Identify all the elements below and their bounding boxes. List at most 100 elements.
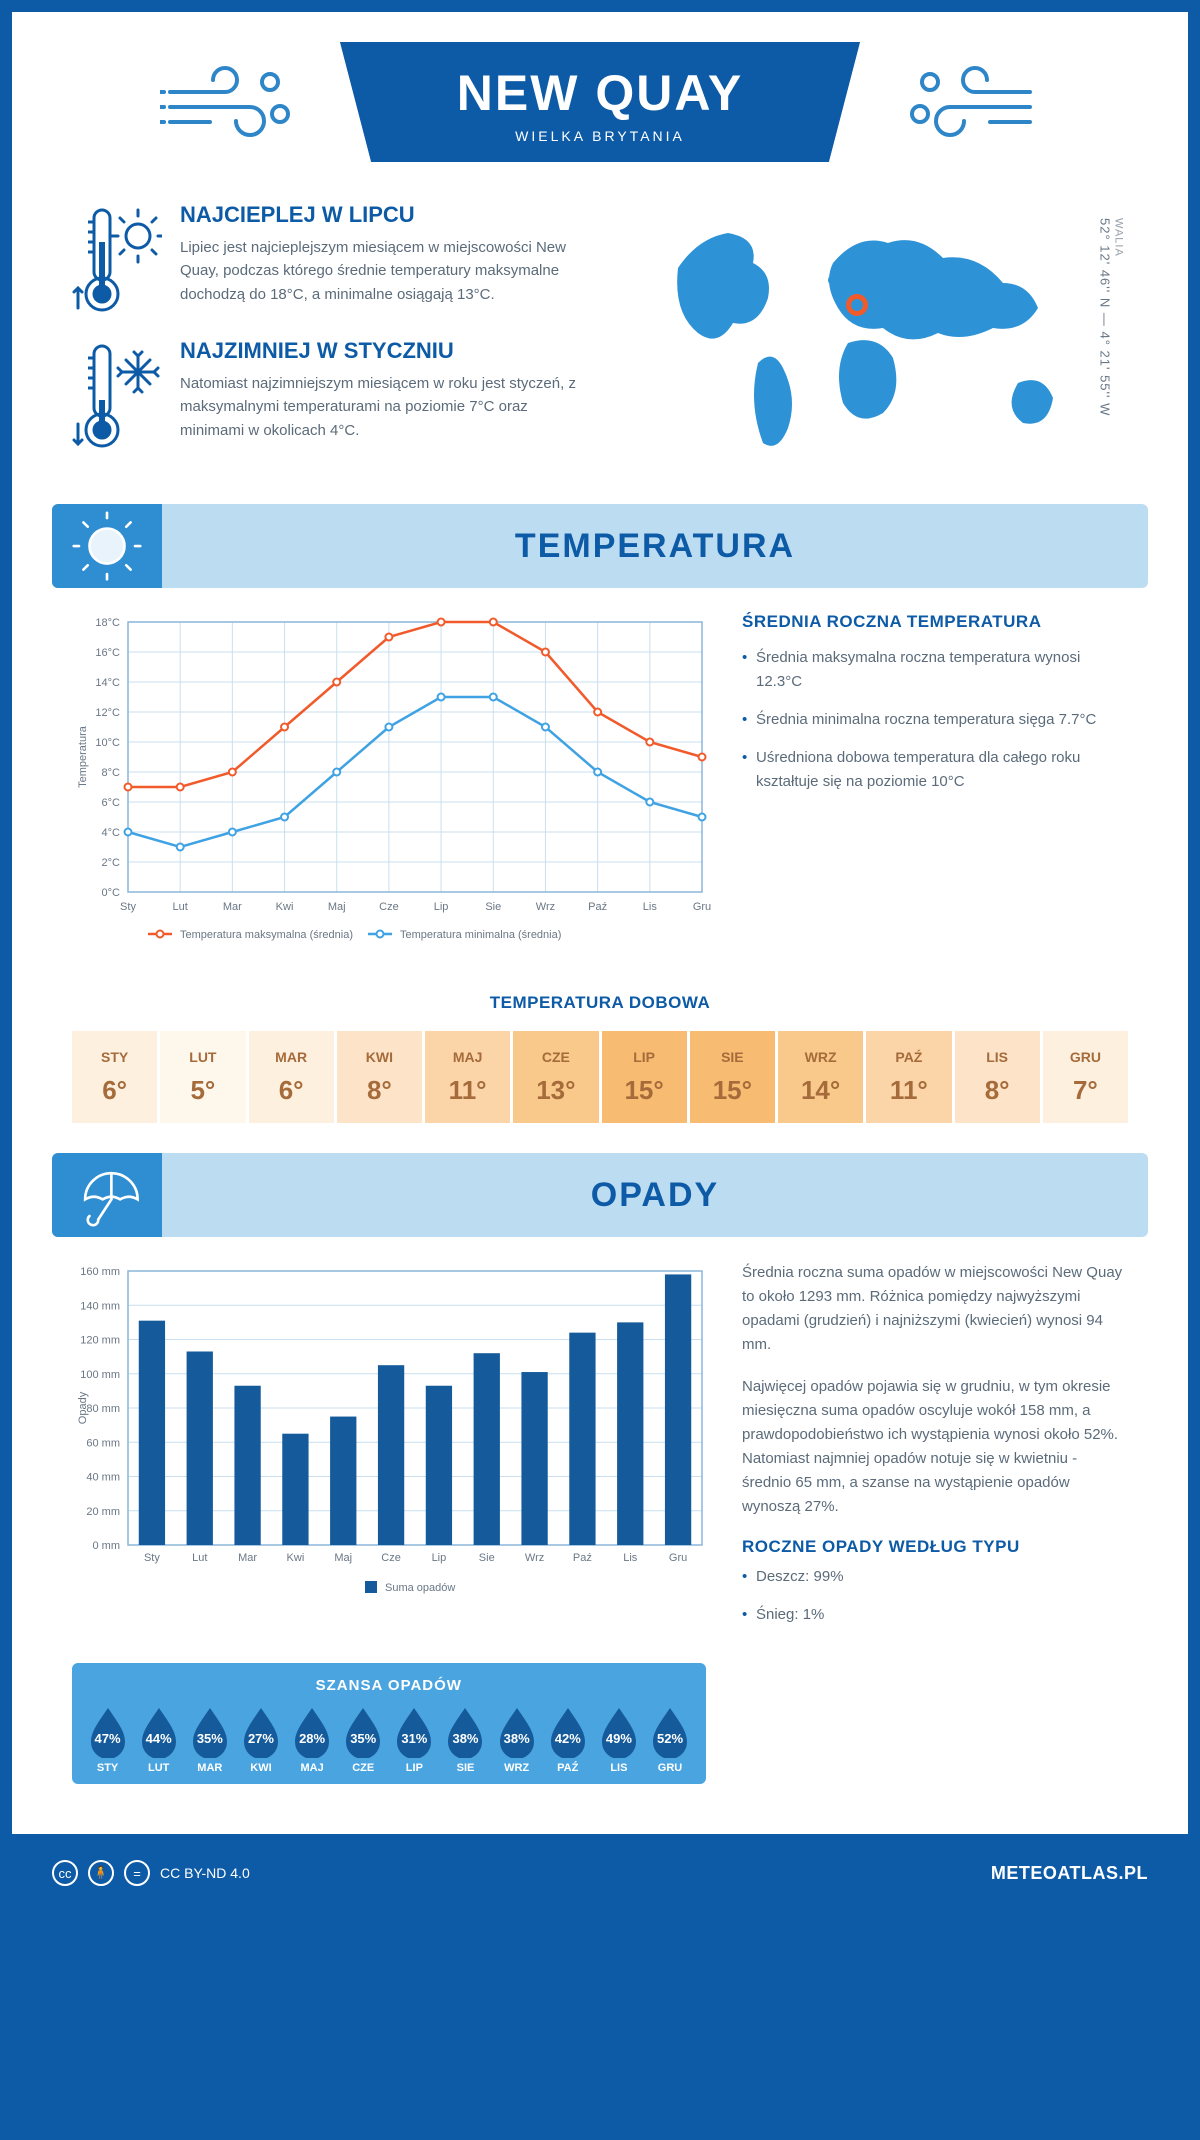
temp-summary-title: ŚREDNIA ROCZNA TEMPERATURA: [742, 612, 1128, 632]
page: NEW QUAY WIELKA BRYTANIA: [12, 12, 1188, 1834]
precip-bytype-title: ROCZNE OPADY WEDŁUG TYPU: [742, 1537, 1128, 1557]
daily-cell: GRU7°: [1043, 1031, 1128, 1123]
city-title: NEW QUAY: [370, 64, 830, 122]
world-map-panel: WALIA 52° 12' 46'' N — 4° 21' 55'' W: [609, 202, 1128, 474]
svg-text:0°C: 0°C: [102, 887, 121, 899]
temp-summary-item: Średnia minimalna roczna temperatura się…: [742, 708, 1128, 732]
svg-text:Lis: Lis: [643, 901, 658, 913]
svg-text:100 mm: 100 mm: [80, 1369, 120, 1381]
warmest-title: NAJCIEPLEJ W LIPCU: [180, 202, 579, 228]
svg-text:4°C: 4°C: [102, 827, 121, 839]
precip-para1: Średnia roczna suma opadów w miejscowośc…: [742, 1261, 1128, 1357]
svg-text:Paź: Paź: [588, 901, 607, 913]
precip-text: Średnia roczna suma opadów w miejscowośc…: [742, 1261, 1128, 1641]
svg-text:Lut: Lut: [192, 1552, 207, 1564]
world-map: WALIA 52° 12' 46'' N — 4° 21' 55'' W: [648, 208, 1088, 468]
daily-cell: STY6°: [72, 1031, 157, 1123]
daily-cell: CZE13°: [513, 1031, 598, 1123]
svg-text:Lis: Lis: [623, 1552, 638, 1564]
chance-drop: 35%CZE: [340, 1704, 387, 1774]
daily-temp-grid: STY6°LUT5°MAR6°KWI8°MAJ11°CZE13°LIP15°SI…: [72, 1031, 1128, 1123]
svg-text:12°C: 12°C: [95, 707, 120, 719]
daily-cell: LUT5°: [160, 1031, 245, 1123]
svg-text:Gru: Gru: [693, 901, 711, 913]
daily-cell: PAŹ11°: [866, 1031, 951, 1123]
sun-icon: [52, 504, 162, 588]
chance-drop: 35%MAR: [186, 1704, 233, 1774]
svg-text:Sie: Sie: [485, 901, 501, 913]
nd-icon: =: [124, 1860, 150, 1886]
daily-cell: MAR6°: [249, 1031, 334, 1123]
svg-text:120 mm: 120 mm: [80, 1335, 120, 1347]
chance-drop: 42%PAŹ: [544, 1704, 591, 1774]
coldest-body: Natomiast najzimniejszym miesiącem w rok…: [180, 372, 579, 442]
precip-chart-row: 0 mm20 mm40 mm60 mm80 mm100 mm120 mm140 …: [12, 1261, 1188, 1641]
svg-text:Paź: Paź: [573, 1552, 592, 1564]
svg-text:60 mm: 60 mm: [86, 1437, 120, 1449]
header: NEW QUAY WIELKA BRYTANIA: [12, 12, 1188, 182]
svg-text:160 mm: 160 mm: [80, 1266, 120, 1278]
daily-cell: SIE15°: [690, 1031, 775, 1123]
svg-text:Suma opadów: Suma opadów: [385, 1582, 455, 1594]
svg-text:Sty: Sty: [144, 1552, 160, 1564]
bytype-item: Śnieg: 1%: [742, 1603, 1128, 1627]
chance-drop: 47%STY: [84, 1704, 131, 1774]
svg-text:18°C: 18°C: [95, 617, 120, 629]
daily-cell: MAJ11°: [425, 1031, 510, 1123]
svg-text:80 mm: 80 mm: [86, 1403, 120, 1415]
daily-cell: LIS8°: [955, 1031, 1040, 1123]
svg-text:Lip: Lip: [432, 1552, 447, 1564]
thermometer-cold-icon: [72, 338, 162, 448]
warmest-body: Lipiec jest najcieplejszym miesiącem w m…: [180, 236, 579, 306]
chance-title: SZANSA OPADÓW: [84, 1677, 694, 1694]
daily-temp-section: TEMPERATURA DOBOWA STY6°LUT5°MAR6°KWI8°M…: [12, 993, 1188, 1153]
svg-text:Cze: Cze: [379, 901, 399, 913]
svg-text:14°C: 14°C: [95, 677, 120, 689]
svg-text:Lut: Lut: [173, 901, 188, 913]
coords-text: WALIA 52° 12' 46'' N — 4° 21' 55'' W: [1097, 218, 1124, 416]
temperature-chart-row: 0°C2°C4°C6°C8°C10°C12°C14°C16°C18°CStyLu…: [12, 612, 1188, 977]
precip-para2: Najwięcej opadów pojawia się w grudniu, …: [742, 1375, 1128, 1519]
warmest-block: NAJCIEPLEJ W LIPCU Lipiec jest najcieple…: [72, 202, 579, 312]
chance-drop: 38%SIE: [442, 1704, 489, 1774]
svg-text:40 mm: 40 mm: [86, 1472, 120, 1484]
chance-drop: 31%LIP: [391, 1704, 438, 1774]
svg-text:Sie: Sie: [479, 1552, 495, 1564]
svg-text:10°C: 10°C: [95, 737, 120, 749]
daily-cell: WRZ14°: [778, 1031, 863, 1123]
svg-text:Temperatura maksymalna (średni: Temperatura maksymalna (średnia): [180, 929, 353, 941]
svg-text:16°C: 16°C: [95, 647, 120, 659]
temperature-section-header: TEMPERATURA: [52, 504, 1148, 588]
precip-title: OPADY: [162, 1176, 1148, 1215]
thermometer-hot-icon: [72, 202, 162, 312]
chance-drop: 44%LUT: [135, 1704, 182, 1774]
daily-cell: KWI8°: [337, 1031, 422, 1123]
cc-icon: cc: [52, 1860, 78, 1886]
svg-text:Temperatura minimalna (średnia: Temperatura minimalna (średnia): [400, 929, 561, 941]
svg-text:Kwi: Kwi: [287, 1552, 305, 1564]
svg-text:Cze: Cze: [381, 1552, 401, 1564]
svg-text:8°C: 8°C: [102, 767, 121, 779]
precip-chance-row: SZANSA OPADÓW 47%STY44%LUT35%MAR27%KWI28…: [12, 1641, 1188, 1814]
coldest-title: NAJZIMNIEJ W STYCZNIU: [180, 338, 579, 364]
chance-drop: 38%WRZ: [493, 1704, 540, 1774]
chance-drop: 52%GRU: [646, 1704, 693, 1774]
svg-text:Gru: Gru: [669, 1552, 687, 1564]
intro-section: NAJCIEPLEJ W LIPCU Lipiec jest najcieple…: [12, 182, 1188, 504]
footer: cc 🧍 = CC BY-ND 4.0 METEOATLAS.PL: [12, 1846, 1188, 1900]
temp-summary-item: Uśredniona dobowa temperatura dla całego…: [742, 746, 1128, 794]
temperature-title: TEMPERATURA: [162, 527, 1148, 566]
coldest-block: NAJZIMNIEJ W STYCZNIU Natomiast najzimni…: [72, 338, 579, 448]
umbrella-icon: [52, 1153, 162, 1237]
wind-decoration-right: [900, 52, 1040, 152]
svg-text:2°C: 2°C: [102, 857, 121, 869]
svg-text:Sty: Sty: [120, 901, 136, 913]
svg-text:Mar: Mar: [223, 901, 242, 913]
svg-text:Wrz: Wrz: [525, 1552, 544, 1564]
svg-text:Mar: Mar: [238, 1552, 257, 1564]
chance-drop: 49%LIS: [595, 1704, 642, 1774]
svg-text:Wrz: Wrz: [536, 901, 555, 913]
svg-text:Temperatura: Temperatura: [77, 725, 89, 788]
chance-box: SZANSA OPADÓW 47%STY44%LUT35%MAR27%KWI28…: [72, 1663, 706, 1784]
precip-section-header: OPADY: [52, 1153, 1148, 1237]
